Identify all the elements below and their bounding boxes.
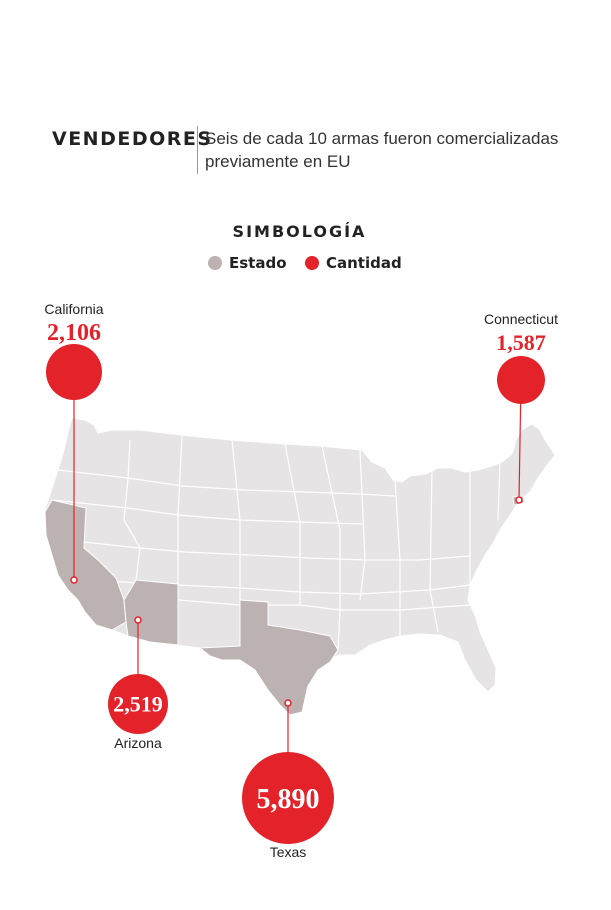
amount-label-california: 2,106 xyxy=(47,320,101,346)
anchor-dot-texas xyxy=(284,699,292,707)
amount-label-arizona: 2,519 xyxy=(113,692,163,717)
markers: California 2,106 Connecticut 1,587 Arizona 2,… xyxy=(44,301,558,860)
state-name-arizona: Arizona xyxy=(114,735,162,751)
amount-label-connecticut: 1,587 xyxy=(496,330,546,355)
anchor-dot-connecticut xyxy=(515,496,523,504)
legend-swatch-estado xyxy=(208,256,222,270)
header-subtitle: Seis de cada 10 armas fueron comercializ… xyxy=(205,129,559,171)
state-california xyxy=(44,499,127,631)
legend-title: SIMBOLOGÍA xyxy=(232,222,367,241)
legend-label-cantidad: Cantidad xyxy=(326,254,402,272)
amount-bubble-connecticut xyxy=(497,356,545,404)
amount-label-texas: 5,890 xyxy=(257,784,320,815)
legend-label-estado: Estado xyxy=(229,254,287,272)
legend: SIMBOLOGÍA Estado Cantidad xyxy=(0,222,611,282)
state-name-california: California xyxy=(44,301,103,317)
section-kicker: VENDEDORES xyxy=(52,128,213,150)
header-divider xyxy=(197,126,198,174)
state-texas xyxy=(198,599,339,716)
legend-swatch-cantidad xyxy=(305,256,319,270)
amount-bubble-california xyxy=(46,344,102,400)
amount-bubble-texas xyxy=(242,752,334,844)
legend-item-estado: Estado xyxy=(208,254,287,272)
anchor-dot-arizona xyxy=(134,616,142,624)
amount-bubble-arizona xyxy=(108,674,168,734)
anchor-dot-california xyxy=(70,576,78,584)
state-name-texas: Texas xyxy=(270,844,307,860)
state-arizona xyxy=(123,579,179,646)
state-name-connecticut: Connecticut xyxy=(484,311,558,327)
legend-item-cantidad: Cantidad xyxy=(305,254,402,272)
header: VENDEDORES Seis de cada 10 armas fueron … xyxy=(52,124,592,178)
